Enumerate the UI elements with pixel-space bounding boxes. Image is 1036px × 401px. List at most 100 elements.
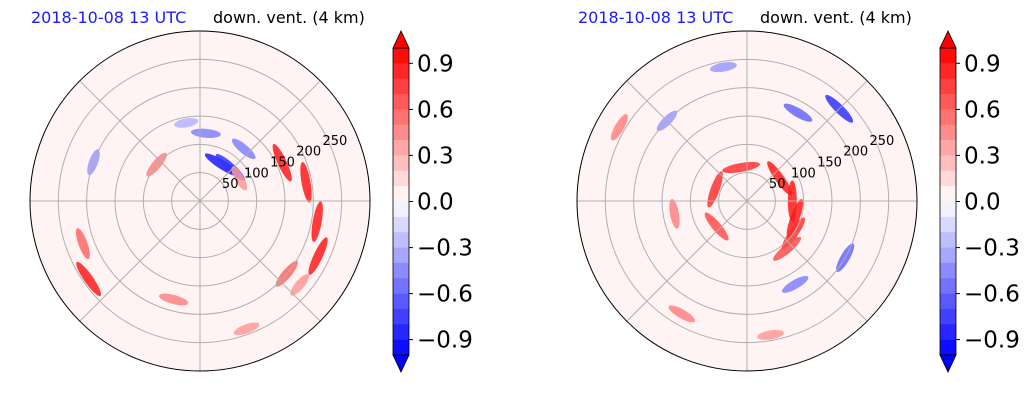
field-blob [231,138,256,160]
colorbar-tick-label: 0.9 [417,51,454,77]
colorbar-segment [393,78,409,95]
radial-tick-label: 100 [791,166,816,181]
colorbar-tick-label: −0.6 [417,282,473,308]
radial-tick-label: 250 [869,134,894,149]
field-blob [290,273,310,296]
colorbar-tick-label: 0.0 [964,190,1001,216]
radial-tick-label: 250 [322,134,347,149]
colorbar-segment [393,293,409,310]
colorbar-segment [393,124,409,141]
angular-gridline [79,80,201,202]
colorbar-segment [393,186,409,202]
field-blob [308,237,328,275]
colorbar-segment [940,232,956,248]
chart-panel-right: 2018-10-08 13 UTC down. vent. (4 km) 50 1… [547,0,1036,401]
angular-gridline [199,80,321,202]
field-blob [767,161,792,196]
radial-tick-label: 50 [222,177,239,192]
colorbar-segment [393,48,409,64]
colorbar-segment [940,109,956,126]
field-blob [231,166,248,191]
field-blob [76,261,101,297]
colorbar-segment [940,324,956,340]
colorbar-segment [393,63,409,79]
colorbar-segment [940,48,956,64]
colorbar-segment [393,155,409,172]
angular-gridline [199,200,321,322]
colorbar-extend-min [392,354,410,373]
field-blob [722,161,761,174]
colorbar-segment [940,201,956,218]
colorbar-tick-label: 0.6 [417,97,454,123]
colorbar-tick-label: −0.3 [417,236,473,262]
colorbar-tick-label: −0.9 [417,328,473,354]
field-blob [709,62,737,73]
colorbar-segment [940,278,956,294]
colorbar-segment [940,78,956,95]
colorbar-segment [940,262,956,279]
field-blob [782,275,809,293]
colorbar-segment [940,140,956,156]
colorbar-segment [393,232,409,248]
colorbar-segment [393,140,409,156]
radial-tick-label: 200 [843,145,868,160]
colorbar-segment [940,94,956,110]
field-blob [610,114,628,141]
angular-gridline [626,200,748,322]
radial-tick-label: 200 [296,145,321,160]
colorbar-segment [393,308,409,325]
colorbar-segment [393,109,409,126]
colorbar-segment [940,293,956,310]
field-blob [669,199,680,229]
chart-title-time: 2018-10-08 13 UTC [578,8,734,27]
radial-tick-label: 150 [817,156,842,171]
angular-gridline [746,200,868,322]
chart-title-variable: down. vent. (4 km) [760,8,912,27]
colorbar-tick-label: 0.3 [417,143,454,169]
angular-gridline [626,80,748,202]
colorbar-segment [393,339,409,356]
angular-gridline [746,80,868,202]
colorbar-tick-label: 0.0 [417,190,454,216]
colorbar-segment [940,63,956,79]
radial-tick-label: 150 [270,156,295,171]
colorbar-tick-label: −0.3 [964,236,1020,262]
colorbar-segment [940,308,956,325]
colorbar-segment [393,324,409,340]
field-blob [707,171,723,208]
field-blob [783,103,813,122]
field-blob [300,161,312,203]
field-blob [757,329,785,340]
colorbar-segment [940,155,956,172]
angular-gridline [79,200,201,322]
colorbar-segment [940,124,956,141]
colorbar-tick-label: −0.9 [964,328,1020,354]
colorbar-segment [393,170,409,187]
colorbar-segment [393,247,409,264]
plot-border [576,30,918,372]
field-blob [233,322,260,336]
colorbar-extend-min [939,354,957,373]
chart-title-time: 2018-10-08 13 UTC [31,8,187,27]
colorbar-extend-max [392,30,410,49]
colorbar-segment [393,262,409,279]
colorbar-tick-label: −0.6 [964,282,1020,308]
colorbar-tick-label: 0.9 [964,51,1001,77]
radial-tick-label: 50 [769,177,786,192]
field-blob [704,212,729,241]
colorbar-extend-max [939,30,957,49]
plot-border [29,30,371,372]
radial-tick-label: 100 [244,166,269,181]
colorbar-segment [940,247,956,264]
colorbar-segment [940,186,956,202]
field-blob [311,201,323,243]
field-blob [272,143,292,182]
colorbar-segment [940,170,956,187]
colorbar-segment [393,94,409,110]
colorbar-segment [940,216,956,233]
colorbar-tick-label: 0.3 [964,143,1001,169]
field-blob [773,236,802,261]
colorbar-segment [940,339,956,356]
